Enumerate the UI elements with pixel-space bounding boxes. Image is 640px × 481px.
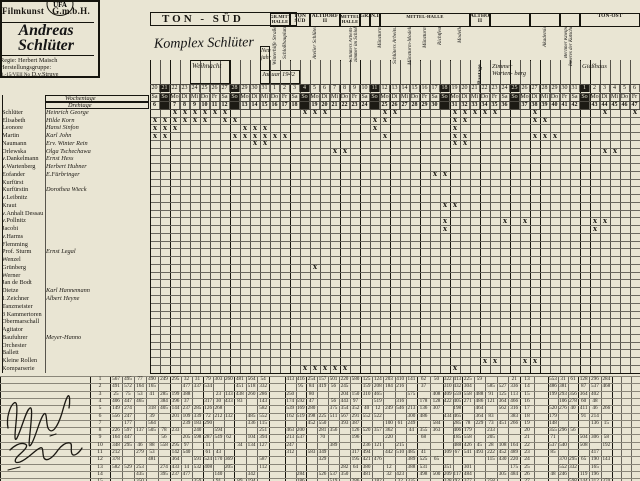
svg-text:UFA: UFA	[53, 1, 67, 9]
